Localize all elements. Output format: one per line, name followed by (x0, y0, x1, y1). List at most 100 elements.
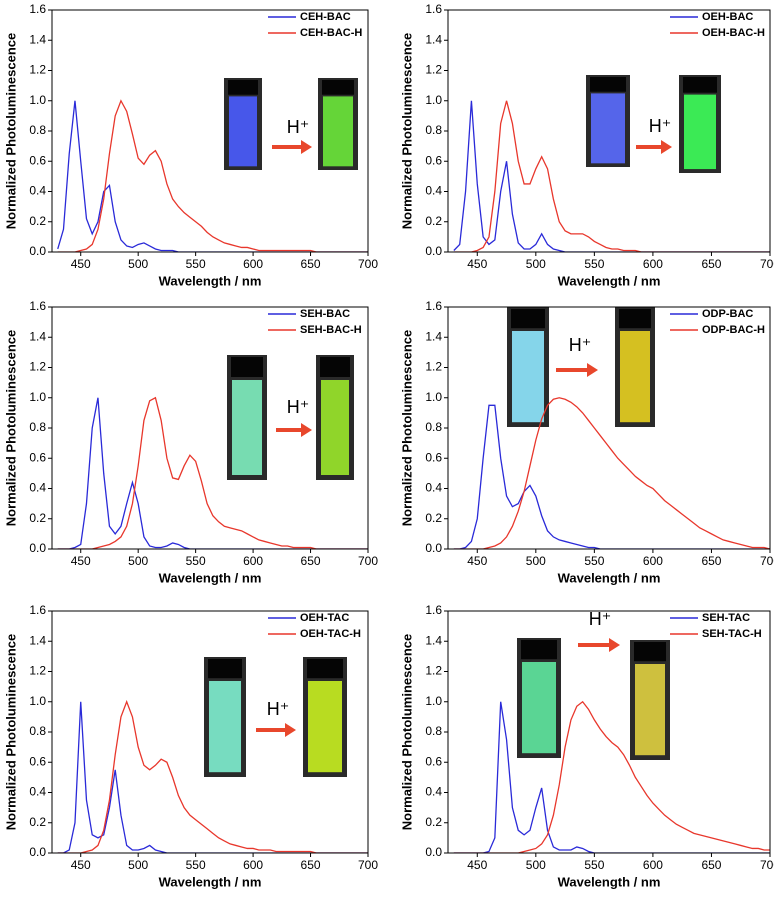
y-axis-label: Normalized Photoluminescence (399, 33, 414, 230)
y-tick-label: 0.4 (425, 785, 442, 799)
legend-label: OEH-BAC-H (702, 27, 765, 39)
x-tick-label: 550 (584, 858, 604, 872)
vial-glow (308, 681, 342, 773)
y-tick-label: 0.2 (29, 511, 46, 525)
vial-cap (208, 659, 242, 679)
y-tick-label: 1.6 (425, 2, 442, 16)
y-tick-label: 1.4 (29, 633, 46, 647)
vial-cap (307, 659, 343, 679)
y-tick-label: 1.2 (29, 664, 46, 678)
x-tick-label: 650 (701, 858, 721, 872)
series-line (453, 404, 770, 549)
x-tick-label: 600 (243, 257, 263, 271)
series-line (57, 396, 368, 549)
y-tick-label: 1.4 (425, 633, 442, 647)
arrow-head (587, 363, 598, 377)
legend-label: SEH-BAC-H (300, 324, 362, 336)
x-tick-label: 500 (128, 554, 148, 568)
y-tick-label: 0.4 (29, 184, 46, 198)
x-tick-label: 500 (526, 554, 546, 568)
arrow-head (285, 723, 296, 737)
y-tick-label: 0.2 (425, 815, 442, 829)
y-tick-label: 0.6 (29, 754, 46, 768)
y-tick-label: 1.0 (425, 694, 442, 708)
panel: H⁺ OEH-TAC OEH-TAC-H 0.0 0.2 0.4 0.6 0.8 1.0 1.2 1… (3, 603, 378, 889)
x-tick-label: 650 (701, 554, 721, 568)
panel: H⁺ OEH-BAC OEH-BAC-H 0.0 0.2 0.4 0.6 0.8 1.0 1.2 1… (399, 2, 774, 288)
x-tick-label: 600 (643, 554, 663, 568)
y-tick-label: 1.2 (29, 63, 46, 77)
y-tick-label: 0.6 (425, 450, 442, 464)
x-tick-label: 600 (243, 858, 263, 872)
y-tick-label: 1.0 (425, 93, 442, 107)
x-tick-label: 600 (643, 858, 663, 872)
x-tick-label: 450 (71, 858, 91, 872)
x-tick-label: 550 (186, 858, 206, 872)
y-tick-label: 0.8 (29, 420, 46, 434)
y-axis-label: Normalized Photoluminescence (3, 33, 18, 230)
y-tick-label: 0.2 (425, 214, 442, 228)
legend-label: OEH-TAC-H (300, 628, 361, 640)
y-axis-label: Normalized Photoluminescence (3, 634, 18, 831)
x-tick-label: 450 (71, 554, 91, 568)
series-line (57, 699, 368, 853)
vial-glow (323, 96, 353, 167)
x-tick-label: 700 (358, 257, 378, 271)
y-tick-label: 1.6 (425, 603, 442, 617)
vial-glow (232, 380, 262, 475)
vial-cap (634, 642, 666, 662)
vial-cap (590, 77, 626, 92)
legend-label: SEH-TAC (702, 612, 750, 624)
series-line (453, 100, 770, 252)
y-tick-label: 0.2 (29, 815, 46, 829)
y-axis-label: Normalized Photoluminescence (399, 330, 414, 527)
vial-glow (522, 662, 556, 754)
legend-label: CEH-BAC-H (300, 27, 362, 39)
vial-cap (521, 640, 557, 660)
vial-glow (229, 96, 257, 167)
vial-cap (320, 357, 350, 377)
panel: H⁺ SEH-BAC SEH-BAC-H 0.0 0.2 0.4 0.6 0.8 1.0 1.2 1… (3, 299, 378, 585)
x-tick-label: 650 (301, 257, 321, 271)
legend-label: SEH-TAC-H (702, 628, 762, 640)
y-tick-label: 0.6 (29, 450, 46, 464)
series-line (57, 100, 368, 252)
y-tick-label: 0.0 (29, 244, 46, 258)
x-tick-label: 500 (128, 858, 148, 872)
y-tick-label: 1.6 (29, 299, 46, 313)
x-tick-label: 600 (643, 257, 663, 271)
y-tick-label: 1.4 (425, 329, 442, 343)
y-tick-label: 0.6 (425, 754, 442, 768)
vial-cap (511, 309, 545, 329)
series-line (453, 701, 770, 853)
annotation: H⁺ (649, 116, 672, 136)
legend-label: OEH-BAC (702, 11, 753, 23)
annotation: H⁺ (589, 609, 612, 629)
vial-glow (512, 331, 544, 423)
legend-label: ODP-BAC (702, 308, 753, 320)
y-tick-label: 0.8 (425, 724, 442, 738)
vial-cap (231, 357, 263, 377)
series-line (57, 701, 368, 853)
x-tick-label: 550 (584, 554, 604, 568)
arrow-head (301, 423, 312, 437)
x-tick-label: 500 (526, 858, 546, 872)
x-tick-label: 450 (71, 257, 91, 271)
x-tick-label: 450 (467, 257, 487, 271)
annotation: H⁺ (287, 117, 310, 137)
y-tick-label: 1.2 (425, 360, 442, 374)
vial-glow (684, 94, 716, 170)
y-tick-label: 1.0 (29, 694, 46, 708)
panel: H⁺ ODP-BAC ODP-BAC-H 0.0 0.2 0.4 0.6 0.8 1.0 1.2 1… (399, 299, 774, 585)
y-tick-label: 0.8 (425, 123, 442, 137)
vial-cap (683, 77, 717, 93)
x-tick-label: 550 (186, 257, 206, 271)
series-line (57, 99, 368, 252)
y-tick-label: 1.6 (29, 2, 46, 16)
x-tick-label: 450 (467, 858, 487, 872)
vial-glow (620, 331, 650, 423)
y-tick-label: 0.2 (29, 214, 46, 228)
annotation: H⁺ (569, 335, 592, 355)
x-tick-label: 650 (701, 257, 721, 271)
